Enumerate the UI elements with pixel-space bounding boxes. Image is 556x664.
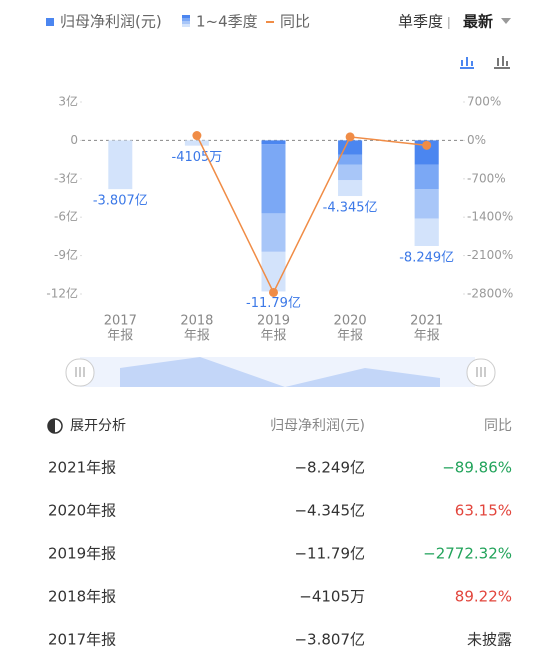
view-icons[interactable] (460, 56, 510, 69)
x-tick-label: 2017 (104, 314, 137, 329)
table-cell: −4.345亿 (294, 502, 365, 520)
bar[interactable] (184, 140, 209, 146)
y2-tick-label: 0% (467, 133, 486, 147)
x-tick-label: 年报 (184, 329, 210, 344)
table-cell: 2020年报 (48, 502, 116, 520)
y-tick-label: 0 (70, 133, 78, 147)
quarter-segment[interactable] (261, 213, 286, 252)
table-cell: 89.22% (455, 588, 512, 606)
data-label: -11.79亿 (246, 296, 301, 311)
table-cell: 63.15% (455, 502, 512, 520)
table-cell: −89.86% (442, 459, 512, 477)
table-cell: −11.79亿 (294, 545, 365, 563)
table-header: 同比 (484, 418, 512, 434)
y2-tick-label: -700% (467, 171, 506, 185)
table-cell: −2772.32% (423, 545, 512, 563)
yoy-point[interactable] (422, 140, 432, 150)
y2-tick-label: -1400% (467, 210, 513, 224)
x-tick-label: 2019 (257, 314, 290, 329)
yoy-line (196, 135, 427, 295)
table-cell: 2019年报 (48, 545, 116, 563)
yoy-point[interactable] (269, 287, 278, 297)
quarter-segment[interactable] (414, 218, 439, 246)
legend-label[interactable]: 1~4季度 (196, 13, 258, 31)
period-toggle[interactable]: 单季度 (398, 13, 443, 31)
quarter-segment[interactable] (338, 164, 363, 181)
quarter-segment[interactable] (261, 251, 286, 292)
quarter-segment[interactable] (414, 189, 439, 219)
dropdown-arrow[interactable] (501, 18, 511, 24)
table-cell: 2017年报 (48, 631, 116, 649)
x-tick-label: 年报 (414, 329, 440, 344)
table-cell: 2018年报 (48, 588, 116, 606)
legend-swatch (46, 18, 54, 26)
x-tick-label: 2020 (334, 314, 367, 329)
legend-label[interactable]: 同比 (280, 13, 310, 31)
quarter-segment[interactable] (338, 180, 363, 197)
quarter-segment[interactable] (261, 140, 286, 145)
yoy-point[interactable] (192, 131, 202, 141)
data-label: -8.249亿 (399, 250, 454, 265)
legend-swatch (182, 15, 190, 18)
table-cell: 2021年报 (48, 459, 116, 477)
yoy-point[interactable] (345, 132, 355, 142)
x-tick-label: 年报 (337, 329, 363, 344)
table-cell: −3.807亿 (294, 631, 365, 649)
x-tick-label: 2021 (410, 314, 443, 329)
quarter-segment[interactable] (414, 164, 439, 190)
bar[interactable] (108, 140, 133, 190)
table-cell: 未披露 (467, 631, 512, 649)
table-cell: −4105万 (299, 588, 365, 606)
table-header[interactable]: 展开分析 (70, 418, 126, 434)
y2-tick-label: -2800% (467, 287, 513, 301)
y-tick-label: -9亿 (54, 247, 78, 262)
legend-swatch (182, 18, 190, 21)
expand-icon[interactable] (47, 418, 63, 434)
range-slider[interactable] (65, 357, 496, 387)
y2-tick-label: -2100% (467, 248, 513, 262)
latest-toggle[interactable]: 最新 (463, 13, 493, 31)
y-tick-label: 3亿 (58, 94, 78, 109)
separator (448, 17, 450, 29)
quarter-segment[interactable] (338, 140, 363, 155)
x-tick-label: 年报 (260, 329, 286, 344)
legend-swatch (182, 21, 190, 24)
x-tick-label: 2018 (180, 314, 213, 329)
y-tick-label: -6亿 (54, 209, 78, 224)
data-label: -4.345亿 (323, 201, 378, 216)
y-tick-label: -3亿 (54, 170, 78, 185)
table-cell: −8.249亿 (294, 459, 365, 477)
quarter-segment[interactable] (338, 154, 363, 165)
data-label: -3.807亿 (93, 194, 148, 209)
legend-label[interactable]: 归母净利润(元) (60, 13, 162, 31)
table-header: 归母净利润(元) (270, 417, 365, 434)
y-tick-label: -12亿 (46, 286, 78, 301)
quarter-segment[interactable] (261, 144, 286, 214)
y2-tick-label: 700% (467, 95, 501, 109)
legend-swatch (182, 24, 190, 27)
data-label: -4105万 (172, 150, 223, 165)
x-tick-label: 年报 (107, 329, 133, 344)
